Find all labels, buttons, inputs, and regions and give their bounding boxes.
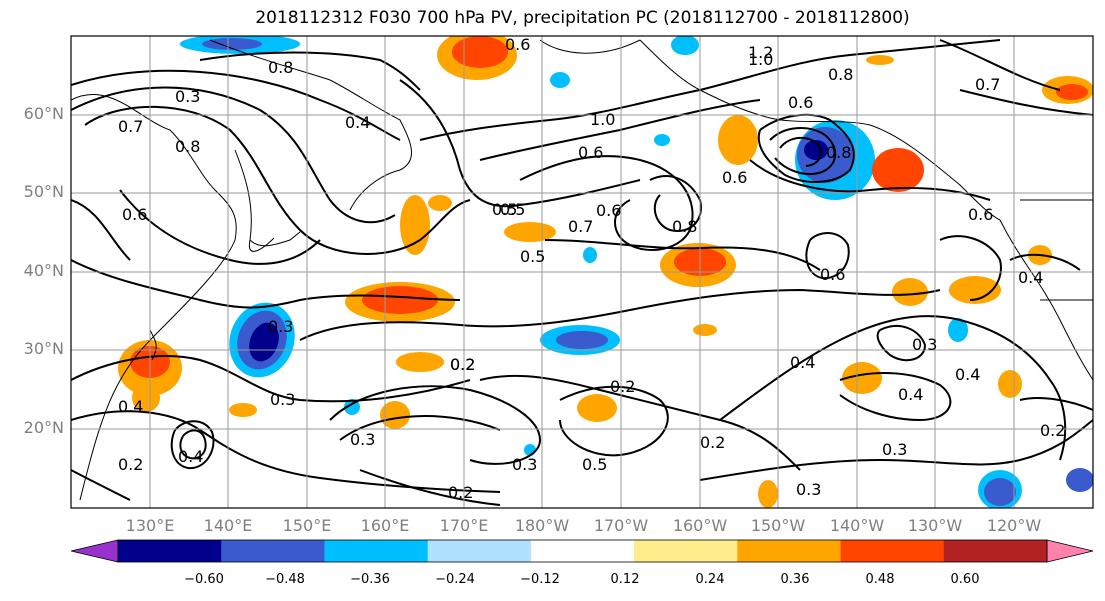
precip-shading <box>118 36 1093 508</box>
contour-label: 0.2 <box>1040 421 1065 440</box>
colorbar-segment <box>427 540 532 562</box>
contour-label: 1.0 <box>748 50 773 69</box>
lon-label-140w: 140°W <box>829 516 885 535</box>
colorbar-segment <box>530 540 635 562</box>
contour-label: 0.6 <box>578 143 603 162</box>
colorbar-tick: −0.12 <box>520 572 560 587</box>
lon-label-160e: 160°E <box>360 516 410 535</box>
colorbar-segment <box>324 540 429 562</box>
contour-label: 0.2 <box>610 377 635 396</box>
contour-label: 0.6 <box>596 201 621 220</box>
colorbar-extend-max <box>1046 539 1094 563</box>
contour-label: 1.2 <box>748 43 773 62</box>
colorbar-tick: 0.60 <box>950 572 980 587</box>
lon-label-120w: 120°W <box>986 516 1042 535</box>
contour-label: 0.8 <box>828 65 853 84</box>
colorbar-frame <box>117 539 1048 563</box>
contour-label: 0.4 <box>118 397 143 416</box>
lon-label-140e: 140°E <box>203 516 253 535</box>
contour-label: 0.8 <box>175 137 200 156</box>
contour-label: 0.4 <box>955 365 980 384</box>
contour-label: 0.5 <box>520 247 545 266</box>
contour-label: 0.4 <box>790 353 815 372</box>
lon-label-130w: 130°W <box>907 516 963 535</box>
contour-label: 0.6 <box>820 265 845 284</box>
colorbar-segment <box>634 540 738 562</box>
contour-label: 0.2 <box>450 355 475 374</box>
contour-label: 0.6 <box>968 205 993 224</box>
contour-label: 0.2 <box>700 433 725 452</box>
contour-label: 0.7 <box>975 75 1000 94</box>
contour-label: 0.7 <box>118 117 143 136</box>
colorbar-tick: 0.36 <box>780 572 810 587</box>
contour-label: 0.7 <box>568 217 593 236</box>
lon-label-160w: 160°W <box>672 516 728 535</box>
colorbar-extend-min <box>70 539 119 563</box>
colorbar-tick: 0.12 <box>610 572 640 587</box>
colorbar-segment <box>840 540 945 562</box>
contour-label: 0.3 <box>796 480 821 499</box>
contour-label: 0.3 <box>270 390 295 409</box>
contour-label: 0.6 <box>788 93 813 112</box>
contour-label: 0.4 <box>1018 268 1043 287</box>
colorbar-tick: −0.60 <box>184 572 224 587</box>
colorbar-segment <box>737 540 842 562</box>
contour-label: 0.3 <box>912 335 937 354</box>
colorbar-tick: 0.24 <box>695 572 725 587</box>
contour-label: 0.4 <box>898 385 923 404</box>
contour-label: 0.3 <box>512 455 537 474</box>
lat-label-40n: 40°N <box>23 261 64 280</box>
contour-label: 0.5 <box>582 455 607 474</box>
contour-label: 0.8 <box>826 143 851 162</box>
lon-label-180w: 180°W <box>514 516 570 535</box>
figure-title: 2018112312 F030 700 hPa PV, precipitatio… <box>255 8 910 28</box>
contour-label: 0.5 <box>492 200 517 219</box>
graticule <box>71 36 1093 508</box>
contour-label: 0.6 <box>505 35 530 54</box>
lat-label-30n: 30°N <box>23 339 64 358</box>
colorbar-tick: −0.24 <box>435 572 475 587</box>
contour-label: 0.2 <box>118 455 143 474</box>
lon-label-130e: 130°E <box>125 516 175 535</box>
lon-label-170w: 170°W <box>593 516 649 535</box>
contour-label: 0.6 <box>722 168 747 187</box>
lon-label-150e: 150°E <box>282 516 332 535</box>
contour-label: 0.4 <box>345 113 370 132</box>
lon-label-170e: 170°E <box>439 516 489 535</box>
coastlines <box>71 39 1093 501</box>
colorbar-segment <box>118 540 222 562</box>
colorbar-tick: 0.48 <box>865 572 895 587</box>
contour-label: 0.3 <box>268 317 293 336</box>
lat-label-20n: 20°N <box>23 418 64 437</box>
lat-label-60n: 60°N <box>23 104 64 123</box>
pv-contours <box>71 39 1093 506</box>
colorbar-tick: −0.36 <box>350 572 390 587</box>
contour-label: 0.3 <box>175 87 200 106</box>
contour-label: 0.8 <box>672 217 697 236</box>
map-frame <box>70 35 1094 509</box>
contour-label: 1.0 <box>590 110 615 129</box>
contour-label: 0.2 <box>448 483 473 502</box>
contour-label: 0.8 <box>268 58 293 77</box>
lat-label-50n: 50°N <box>23 182 64 201</box>
contour-label: 0.3 <box>882 440 907 459</box>
contour-label: 0.5 <box>500 200 525 219</box>
lon-label-150w: 150°W <box>750 516 806 535</box>
colorbar-segment <box>221 540 325 562</box>
contour-label: 0.3 <box>350 430 375 449</box>
contour-label: 0.2 <box>450 355 475 374</box>
colorbar <box>70 539 1094 563</box>
contour-label: 0.4 <box>178 447 203 466</box>
colorbar-segment <box>943 540 1048 562</box>
contour-label: 0.6 <box>122 205 147 224</box>
colorbar-tick: −0.48 <box>265 572 305 587</box>
